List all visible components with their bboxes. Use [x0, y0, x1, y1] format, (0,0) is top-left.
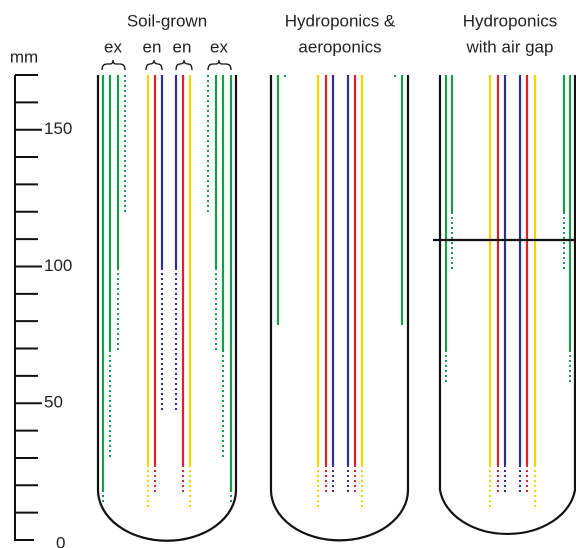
- panel-title: Hydroponics &: [285, 11, 396, 30]
- page: {"scale": {"unit": "mm", "ticks": [0, 10…: [0, 0, 576, 548]
- region-label: en: [143, 37, 162, 56]
- panel-title: aeroponics: [298, 37, 381, 56]
- brace: [208, 60, 231, 70]
- brace: [102, 60, 125, 70]
- panel-title: with air gap: [466, 37, 554, 56]
- braces: [102, 60, 231, 70]
- tissue-lines: [103, 75, 570, 510]
- panel-title: Soil-grown: [127, 11, 207, 30]
- diagram: mm Soil-grown ex en en ex Hydroponics & …: [0, 0, 576, 548]
- brace: [176, 60, 192, 70]
- unit-label: mm: [10, 47, 38, 66]
- tick-label: 50: [44, 393, 63, 412]
- panel-title: Hydroponics: [463, 11, 558, 30]
- tick-label: 0: [56, 533, 65, 548]
- tubes: [98, 75, 575, 541]
- tube: [440, 75, 575, 534]
- tube: [271, 75, 408, 540]
- tick-label: 150: [44, 119, 72, 138]
- tick-label: 100: [44, 256, 72, 275]
- region-label: ex: [210, 37, 228, 56]
- region-label: en: [173, 37, 192, 56]
- brace: [146, 60, 162, 70]
- region-label: ex: [104, 37, 122, 56]
